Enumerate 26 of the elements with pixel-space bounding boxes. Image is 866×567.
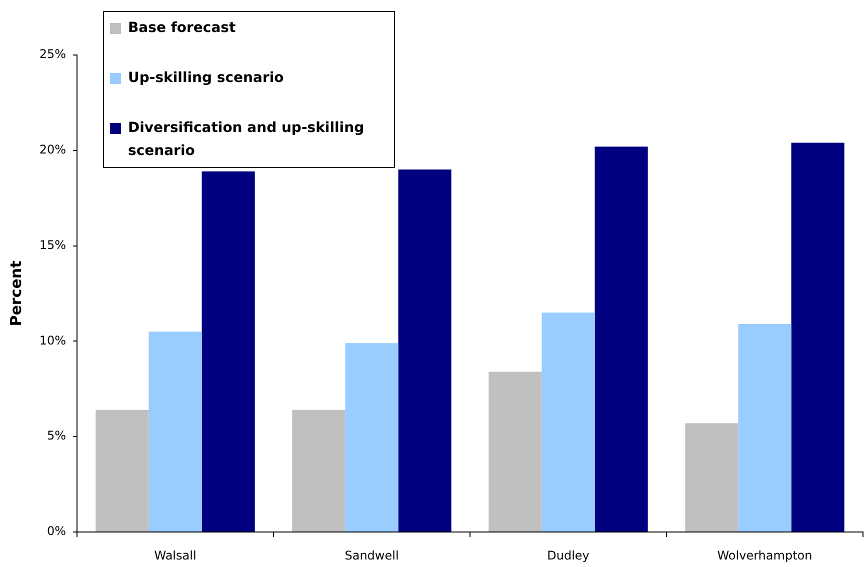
bar <box>685 423 738 532</box>
legend-label: Up-skilling scenario <box>128 69 284 88</box>
bar <box>345 343 398 532</box>
y-tick-label: 0% <box>46 524 66 538</box>
y-axis-title: Percent <box>6 260 25 326</box>
legend-label: Base forecast <box>128 19 236 38</box>
bar <box>398 169 452 532</box>
y-tick-label: 5% <box>46 428 66 443</box>
y-tick-label: 10% <box>39 333 66 348</box>
bar <box>542 312 595 532</box>
bar <box>738 324 792 532</box>
bar <box>292 410 346 532</box>
y-tick-label: 25% <box>39 47 66 62</box>
y-tick-label: 15% <box>39 238 66 252</box>
y-tick-label: 20% <box>39 142 66 157</box>
bar <box>148 332 202 532</box>
x-tick-label: Wolverhampton <box>717 548 812 562</box>
x-tick-label: Walsall <box>154 548 196 562</box>
x-tick-label: Dudley <box>547 548 590 562</box>
legend-label: Diversification and up-skilling scenario <box>128 119 366 161</box>
bar <box>202 171 255 532</box>
bar <box>791 142 844 532</box>
bar <box>488 372 542 532</box>
bar <box>96 410 149 532</box>
x-tick-label: Sandwell <box>344 548 399 562</box>
bar <box>594 146 648 532</box>
